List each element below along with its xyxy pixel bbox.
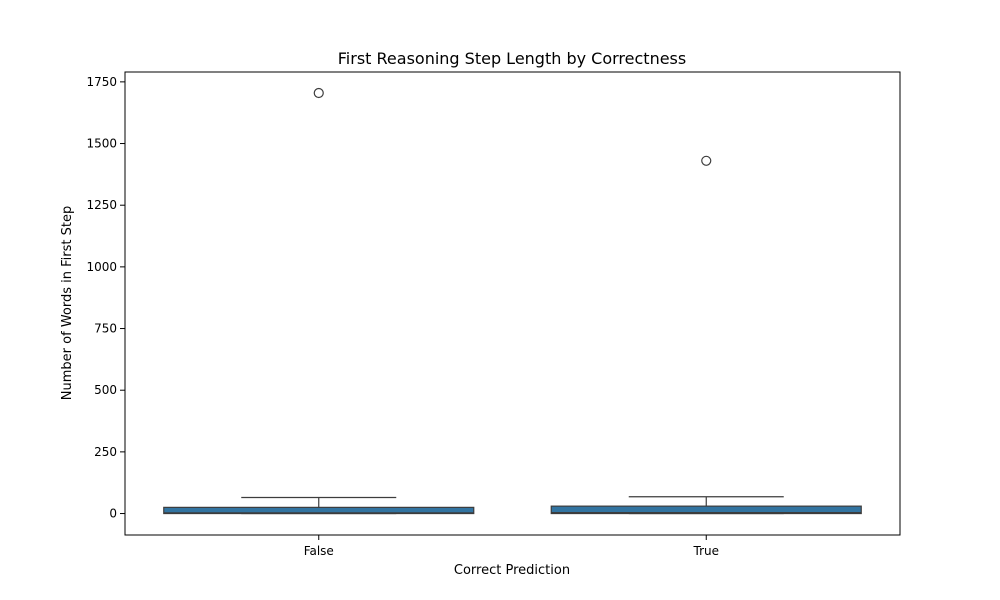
- outlier-point: [313, 87, 324, 99]
- y-tick-label: 1000: [86, 260, 117, 274]
- y-axis-label: Number of Words in First Step: [60, 206, 75, 400]
- box-iqr: [163, 506, 475, 515]
- x-tick-label: True: [693, 544, 720, 558]
- x-axis: False True: [304, 535, 719, 558]
- y-tick-label: 1750: [86, 75, 117, 89]
- y-tick-label: 500: [94, 383, 117, 397]
- x-axis-label: Correct Prediction: [454, 563, 570, 578]
- outlier-point: [701, 155, 712, 166]
- y-tick-label: 0: [109, 507, 117, 521]
- x-tick-label: False: [304, 544, 334, 558]
- chart-title: First Reasoning Step Length by Correctne…: [338, 49, 686, 68]
- plot-area: [163, 87, 862, 515]
- y-tick-label: 250: [94, 445, 117, 459]
- y-tick-label: 750: [94, 322, 117, 336]
- axes-frame: [124, 71, 901, 536]
- y-tick-label: 1500: [86, 137, 117, 151]
- y-axis: 0 250 500 750 1000 1250 1500 1750: [86, 75, 125, 521]
- box-iqr: [550, 505, 862, 515]
- box-group-false: [163, 87, 475, 515]
- y-tick-label: 1250: [86, 198, 117, 212]
- box-group-true: [550, 155, 862, 515]
